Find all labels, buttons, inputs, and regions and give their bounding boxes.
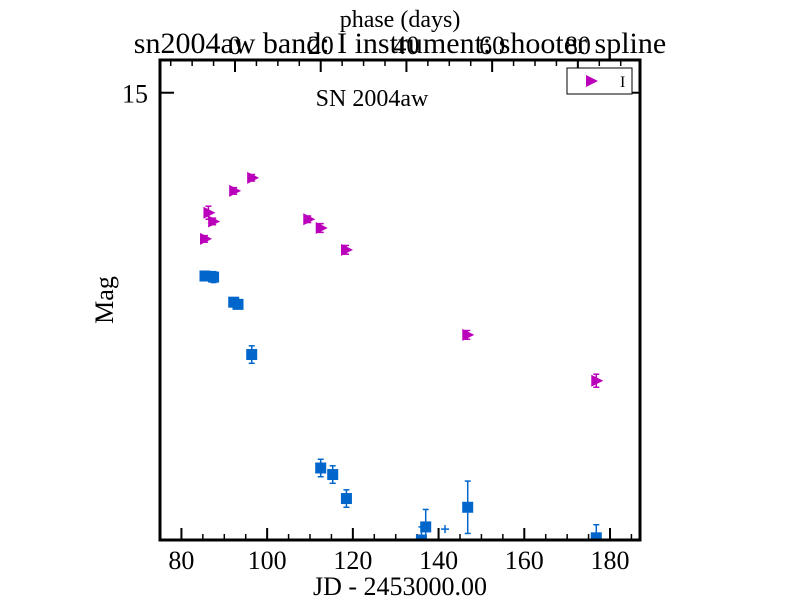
legend-box xyxy=(566,67,633,95)
x-axis-title: JD - 2453000.00 xyxy=(313,572,487,600)
legend: I xyxy=(566,67,633,95)
data-point xyxy=(200,232,212,245)
data-point xyxy=(315,222,328,234)
data-point xyxy=(208,271,220,283)
sn-annotation: SN 2004aw xyxy=(316,86,429,112)
x-tick-label: 180 xyxy=(591,546,630,575)
data-point xyxy=(415,534,427,540)
data-point xyxy=(303,213,316,226)
x-tick-label: 160 xyxy=(505,546,544,575)
data-point xyxy=(341,243,353,256)
data-point xyxy=(591,374,604,387)
data-point xyxy=(199,270,211,282)
data-point xyxy=(327,469,339,481)
x-tick-label: 80 xyxy=(168,546,194,575)
top-phase-axis-ticks: 0 20 40 60 80 xyxy=(169,31,622,72)
data-point xyxy=(208,215,221,228)
data-layer xyxy=(199,171,604,540)
y-axis-title: Mag xyxy=(90,276,119,324)
data-point xyxy=(462,328,475,341)
data-point xyxy=(203,206,216,219)
top-tick-label: 0 xyxy=(229,31,242,60)
data-point xyxy=(229,184,242,197)
series-2 xyxy=(441,525,449,534)
data-point xyxy=(246,349,258,361)
plot-frame xyxy=(158,58,642,542)
top-tick-label: 40 xyxy=(393,31,419,60)
legend-marker xyxy=(586,75,598,87)
data-point xyxy=(232,298,244,310)
x-tick-label: 140 xyxy=(419,546,458,575)
x-tick-label: 100 xyxy=(248,546,287,575)
legend-label: I xyxy=(620,74,625,91)
x-tick-label: 120 xyxy=(333,546,372,575)
series-0 xyxy=(200,171,604,389)
top-axis-title: phase (days) xyxy=(340,7,461,33)
y-axis-ticks: 15 xyxy=(122,80,640,109)
data-point xyxy=(247,171,260,184)
top-tick-label: 20 xyxy=(308,31,334,60)
x-axis-ticks: 80 100 120 140 160 180 xyxy=(159,528,633,575)
data-point xyxy=(420,521,432,533)
top-tick-label: 80 xyxy=(565,31,591,60)
series-1 xyxy=(199,270,602,540)
chart-title: sn2004aw band: I instrument: shooter spl… xyxy=(134,27,666,60)
data-point xyxy=(340,493,352,505)
data-point xyxy=(462,501,474,513)
data-point xyxy=(590,532,602,540)
data-point xyxy=(315,462,327,474)
y-tick-label: 15 xyxy=(122,80,148,109)
top-tick-label: 60 xyxy=(479,31,505,60)
